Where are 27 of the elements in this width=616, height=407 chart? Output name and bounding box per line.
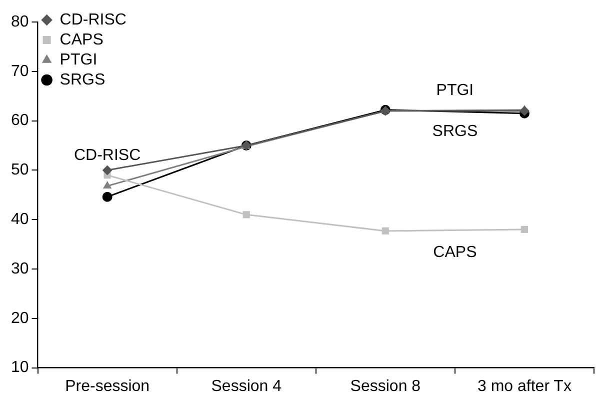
annotation: SRGS xyxy=(432,122,478,140)
x-tick-label: Session 4 xyxy=(211,378,282,395)
annotation: CD-RISC xyxy=(74,146,141,164)
annotation: CAPS xyxy=(433,244,477,261)
point xyxy=(102,165,112,176)
point xyxy=(242,211,250,218)
y-tick-label: 10 xyxy=(11,359,29,376)
legend-label: SRGS xyxy=(60,71,106,88)
y-tick-label: 20 xyxy=(11,310,29,327)
y-tick-label: 50 xyxy=(11,162,29,179)
legend-label: CAPS xyxy=(60,31,104,48)
y-tick-label: 70 xyxy=(11,62,29,80)
y-tick-label: 30 xyxy=(11,260,29,278)
y-tick-label: 40 xyxy=(11,211,29,228)
x-tick-label: Session 8 xyxy=(350,378,421,395)
legend-label: CD-RISC xyxy=(60,11,126,28)
y-tick-label: 80 xyxy=(11,13,29,30)
point xyxy=(102,181,112,189)
legend-label: PTGI xyxy=(60,51,98,68)
x-tick-label: 3 mo after Tx xyxy=(477,378,572,395)
point xyxy=(102,192,112,202)
point xyxy=(520,226,528,234)
y-tick-label: 60 xyxy=(11,112,29,130)
annotation: PTGI xyxy=(436,82,474,100)
point xyxy=(519,106,530,116)
x-tick-label: Pre-session xyxy=(65,378,150,395)
point xyxy=(382,227,389,234)
